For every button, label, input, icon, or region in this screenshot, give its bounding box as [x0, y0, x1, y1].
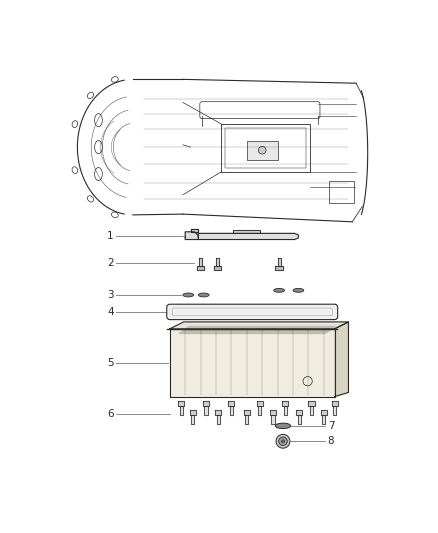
Polygon shape: [170, 322, 349, 329]
Polygon shape: [282, 401, 288, 406]
Text: 2: 2: [107, 259, 113, 269]
Polygon shape: [198, 233, 298, 239]
Polygon shape: [217, 415, 220, 424]
Polygon shape: [205, 406, 208, 415]
Polygon shape: [321, 410, 327, 415]
Polygon shape: [245, 415, 248, 424]
Polygon shape: [178, 401, 184, 406]
Polygon shape: [333, 406, 336, 415]
Polygon shape: [233, 230, 260, 233]
Polygon shape: [244, 410, 250, 415]
Polygon shape: [228, 401, 234, 406]
Ellipse shape: [274, 288, 285, 292]
Circle shape: [279, 437, 287, 446]
FancyBboxPatch shape: [167, 304, 338, 320]
Polygon shape: [272, 415, 275, 424]
Polygon shape: [257, 401, 263, 406]
Polygon shape: [296, 410, 302, 415]
Polygon shape: [170, 329, 335, 397]
Polygon shape: [203, 401, 209, 406]
Polygon shape: [298, 415, 301, 424]
Bar: [225, 128, 306, 168]
Polygon shape: [180, 406, 183, 415]
Polygon shape: [310, 406, 313, 415]
Polygon shape: [308, 401, 314, 406]
Circle shape: [258, 147, 266, 154]
Polygon shape: [214, 265, 221, 270]
Text: 3: 3: [107, 290, 113, 300]
Polygon shape: [197, 265, 205, 270]
Polygon shape: [215, 410, 221, 415]
Text: 8: 8: [328, 436, 334, 446]
Polygon shape: [185, 232, 198, 239]
Polygon shape: [276, 265, 283, 270]
Text: 1: 1: [107, 231, 113, 241]
Ellipse shape: [276, 423, 291, 429]
Polygon shape: [191, 415, 194, 424]
Polygon shape: [258, 406, 261, 415]
Polygon shape: [322, 415, 325, 424]
Bar: [221, 124, 310, 172]
Polygon shape: [216, 258, 219, 265]
Polygon shape: [332, 401, 338, 406]
Text: 6: 6: [107, 409, 113, 419]
Circle shape: [276, 434, 290, 448]
Ellipse shape: [293, 288, 304, 292]
Polygon shape: [199, 258, 202, 265]
Polygon shape: [230, 406, 233, 415]
Polygon shape: [191, 229, 198, 232]
Text: 7: 7: [328, 421, 334, 431]
Polygon shape: [190, 410, 196, 415]
Bar: [329, 181, 354, 203]
Polygon shape: [179, 327, 335, 334]
Polygon shape: [278, 258, 281, 265]
Polygon shape: [284, 406, 287, 415]
Polygon shape: [335, 322, 349, 397]
Bar: [247, 141, 278, 160]
Ellipse shape: [198, 293, 209, 297]
Circle shape: [282, 440, 285, 443]
Polygon shape: [270, 410, 276, 415]
Text: 5: 5: [107, 358, 113, 368]
Text: 4: 4: [107, 307, 113, 317]
Ellipse shape: [183, 293, 194, 297]
